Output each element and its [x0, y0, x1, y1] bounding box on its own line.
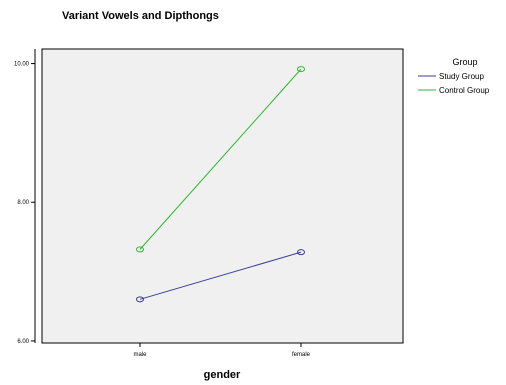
- x-axis-label: gender: [204, 369, 241, 381]
- series-line-2: [139, 68, 302, 250]
- series-2-point-1: [136, 246, 144, 253]
- series-line-1: [139, 251, 302, 300]
- series-1-point-2: [297, 249, 305, 256]
- legend-label-2: Control Group: [439, 86, 490, 95]
- plot-area: [41, 48, 404, 344]
- legend-title: Group: [452, 57, 477, 67]
- x-tick-label: male: [133, 352, 147, 358]
- chart-title: Variant Vowels and Dipthongs: [62, 10, 219, 22]
- y-tick-label: 10.00: [14, 62, 30, 68]
- y-tick-label: 8.00: [17, 200, 29, 206]
- series-1-point-1: [136, 296, 144, 303]
- legend: Group Study Group Control Group: [418, 57, 490, 95]
- legend-label-1: Study Group: [439, 72, 484, 81]
- x-axis-ticks: male female: [133, 343, 311, 358]
- x-tick-label: female: [292, 352, 311, 358]
- series-2-point-2: [297, 66, 305, 73]
- series-layer: [136, 66, 305, 303]
- y-axis-ticks: 6.00 8.00 10.00: [14, 62, 35, 345]
- y-tick-label: 6.00: [17, 339, 29, 345]
